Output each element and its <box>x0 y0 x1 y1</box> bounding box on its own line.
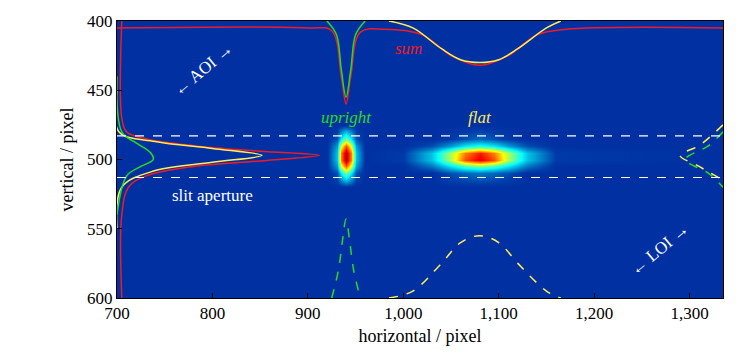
svg-text:1,100: 1,100 <box>480 304 518 323</box>
svg-text:← AOI →: ← AOI → <box>169 39 236 100</box>
svg-text:800: 800 <box>200 304 226 323</box>
svg-text:1,200: 1,200 <box>575 304 613 323</box>
svg-text:550: 550 <box>87 220 113 239</box>
svg-text:← LOI →: ← LOI → <box>626 219 692 279</box>
svg-text:450: 450 <box>87 81 113 100</box>
svg-text:600: 600 <box>87 289 113 308</box>
svg-text:1,300: 1,300 <box>670 304 708 323</box>
svg-text:900: 900 <box>295 304 321 323</box>
svg-text:sum: sum <box>395 39 422 58</box>
svg-text:horizontal / pixel: horizontal / pixel <box>359 326 482 346</box>
svg-text:500: 500 <box>87 150 113 169</box>
svg-text:vertical / pixel: vertical / pixel <box>57 108 77 212</box>
svg-text:400: 400 <box>87 12 113 31</box>
svg-text:slit aperture: slit aperture <box>172 186 253 205</box>
svg-text:flat: flat <box>468 108 492 127</box>
svg-text:700: 700 <box>104 304 130 323</box>
svg-text:1,000: 1,000 <box>384 304 422 323</box>
svg-text:upright: upright <box>321 108 372 127</box>
